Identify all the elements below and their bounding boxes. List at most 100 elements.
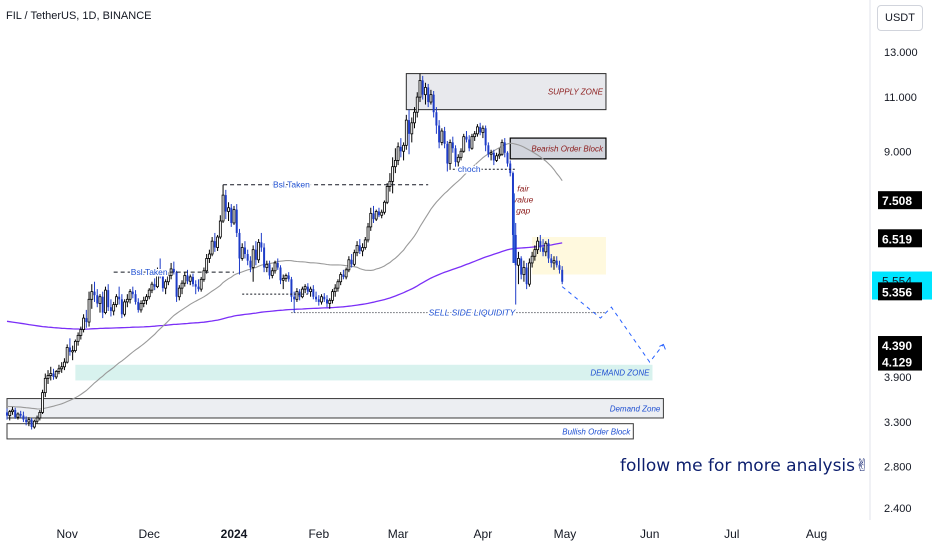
candle-body-71 [199,278,203,290]
candle-body-65 [183,275,187,284]
price-marker-label-5: 4.129 [882,356,912,370]
axes-layer: 13.000 11.000 9.000 3.900 3.300 2.800 2.400 7.5… [56,0,932,541]
candle-body-155 [429,94,433,103]
candle-body-172 [476,126,479,135]
follow-text: follow me for more analysis✌ [620,456,870,476]
candle-body-67 [188,276,192,282]
x-tick-label-2: 2024 [221,527,248,541]
candle-body-49 [139,303,143,311]
candle-body-61 [172,268,175,273]
candle-body-171 [473,133,477,138]
chart-title: FIL / TetherUS, 1D, BINANCE [6,10,152,22]
candle-body-113 [315,296,318,300]
candle-body-115 [320,296,323,303]
candle-body-72 [202,270,206,280]
candle-body-4 [16,413,20,418]
candle-body-140 [388,180,392,187]
candle-body-13 [41,392,44,413]
candle-body-161 [446,143,449,164]
candle-body-8 [27,419,31,423]
candle-body-63 [177,287,181,298]
candle-body-156 [432,94,435,113]
price-marker-label-0: 7.508 [882,194,912,208]
price-marker-box-0 [878,191,922,210]
sell-side-liquidity-label: SELL SIDE LIQUIDITY [429,308,517,318]
candle-body-108 [300,288,304,298]
candle-body-141 [391,166,395,182]
candle-body-101 [281,277,285,281]
candle-body-15 [46,375,50,379]
x-tick-label-1: Dec [139,527,160,541]
candle-body-150 [415,96,419,113]
candle-body-86 [240,247,244,259]
candle-body-185 [511,173,514,235]
candle-body-7 [25,419,28,423]
candle-body-77 [216,236,219,248]
candle-body-157 [435,112,438,126]
candle-body-152 [421,80,424,95]
y-tick-label-0: 13.000 [884,47,918,59]
candle-body-195 [539,241,542,248]
candle-body-199 [550,258,553,263]
candle-body-46 [131,291,134,295]
candle-body-27 [79,329,83,336]
candle-body-177 [489,152,493,155]
candle-body-92 [257,242,261,261]
candle-body-69 [194,284,197,287]
lines-layer [6,142,563,410]
candle-body-184 [509,163,512,174]
candle-body-84 [235,209,238,233]
candle-body-12 [38,412,42,419]
candle-body-105 [293,296,296,300]
candle-body-121 [336,281,340,289]
candle-body-40 [115,296,118,305]
candle-body-21 [63,361,66,368]
candle-body-96 [268,264,271,276]
candle-body-19 [57,368,61,372]
candle-body-32 [93,291,96,296]
candle-body-118 [328,299,332,304]
candle-body-45 [128,291,132,300]
candle-body-148 [410,122,414,135]
candle-body-99 [276,262,279,268]
candle-body-41 [118,296,121,300]
candle-body-88 [246,254,249,261]
fvg-label-2: gap [516,206,530,216]
candle-body-144 [399,146,402,152]
x-tick-label-4: Mar [388,527,409,541]
candle-body-1 [8,411,12,416]
candle-body-3 [14,410,17,418]
zone-demand-4 [75,364,653,381]
candle-body-175 [484,128,487,146]
candle-body-20 [60,366,64,370]
candle-body-151 [418,80,422,98]
candle-body-126 [350,259,353,265]
candle-body-100 [279,267,282,281]
candle-body-29 [85,318,88,323]
candle-body-35 [101,296,104,313]
candle-body-174 [481,127,485,133]
ma-200-line [6,242,563,330]
candle-body-94 [263,247,266,268]
zone-label-4: DEMAND ZONE [590,369,650,378]
candle-body-139 [385,186,389,203]
candle-body-193 [533,249,537,257]
candle-body-136 [377,211,380,216]
candle-body-179 [495,155,498,161]
candle-body-53 [150,283,154,291]
zone-label-1: Bearish Order Block [531,144,604,153]
candle-body-64 [180,282,184,289]
zone-supply-0 [405,73,607,111]
candle-body-6 [22,415,25,420]
candle-body-181 [500,142,504,155]
candle-body-154 [427,87,430,103]
candle-body-83 [232,209,236,224]
candles-layer [6,73,564,430]
candle-body-164 [454,148,457,162]
candle-body-125 [347,259,351,271]
currency-selector[interactable]: USDT [877,5,923,31]
candle-body-191 [527,262,531,285]
candle-body-117 [325,299,328,304]
candle-body-133 [369,212,373,228]
